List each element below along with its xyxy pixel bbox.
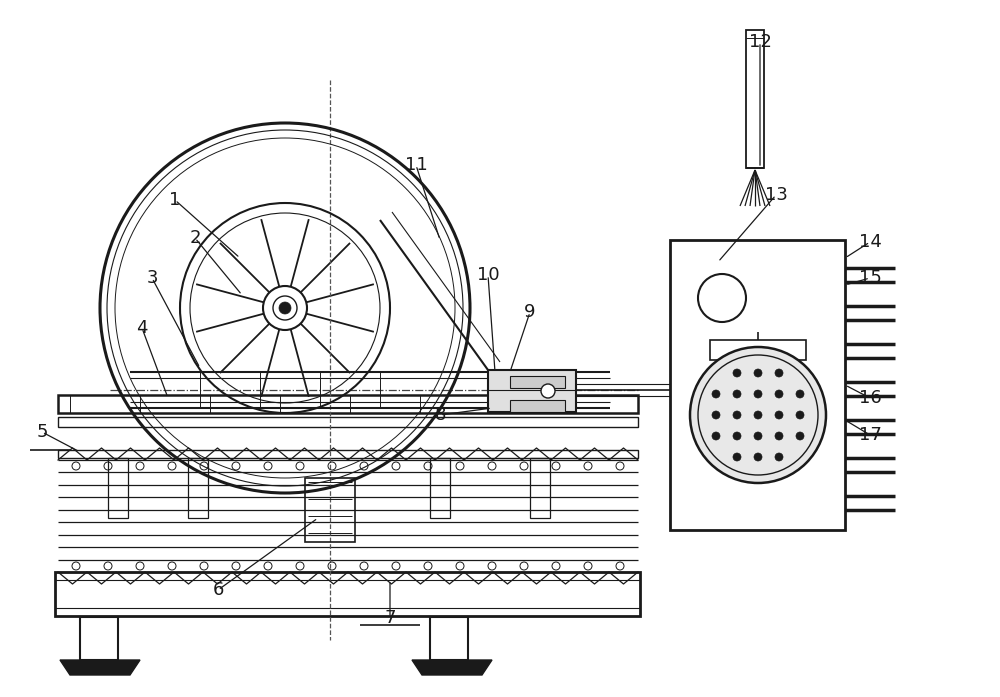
Circle shape [754,411,762,419]
Circle shape [733,432,741,440]
Text: 1: 1 [169,191,181,209]
Circle shape [733,453,741,461]
Bar [530,458,550,518]
Bar [430,458,450,518]
Circle shape [712,432,720,440]
Text: 5: 5 [36,423,48,441]
Circle shape [775,453,783,461]
Circle shape [775,411,783,419]
Bar [710,340,806,360]
Circle shape [775,432,783,440]
Polygon shape [60,660,140,675]
Polygon shape [412,660,492,675]
Circle shape [796,432,804,440]
Text: 6: 6 [212,581,224,599]
Bar [188,458,208,518]
Bar [108,458,128,518]
Bar [716,438,800,456]
Bar [58,417,638,427]
Bar [55,572,640,616]
Bar [80,617,118,660]
Text: 2: 2 [189,229,201,247]
Text: 12: 12 [749,33,771,51]
Bar [58,395,638,413]
Text: 16: 16 [859,389,881,407]
Bar [746,30,764,168]
Bar [774,456,794,472]
Circle shape [733,390,741,398]
Bar [722,456,742,472]
Text: 11: 11 [405,156,427,174]
Text: 10: 10 [477,266,499,284]
Bar [488,370,576,412]
Bar [670,240,845,530]
Circle shape [775,369,783,377]
Circle shape [712,390,720,398]
Text: 9: 9 [524,303,536,321]
Circle shape [775,390,783,398]
Circle shape [754,390,762,398]
Circle shape [796,390,804,398]
Circle shape [263,286,307,330]
Text: 14: 14 [859,233,881,251]
Bar [510,400,565,412]
Text: 17: 17 [859,426,881,444]
Bar [305,478,355,542]
Circle shape [733,411,741,419]
Bar [430,617,468,660]
Circle shape [690,347,826,483]
Circle shape [754,453,762,461]
Text: 8: 8 [434,406,446,424]
Circle shape [273,296,297,320]
Circle shape [712,411,720,419]
Circle shape [754,369,762,377]
Circle shape [279,302,291,314]
Bar [510,376,565,388]
Text: 15: 15 [859,269,881,287]
Circle shape [733,369,741,377]
Text: 3: 3 [146,269,158,287]
Bar [58,450,638,458]
Circle shape [754,432,762,440]
Text: 13: 13 [765,186,787,204]
Text: 7: 7 [384,609,396,627]
Circle shape [796,411,804,419]
Circle shape [541,384,555,398]
Text: 4: 4 [136,319,148,337]
